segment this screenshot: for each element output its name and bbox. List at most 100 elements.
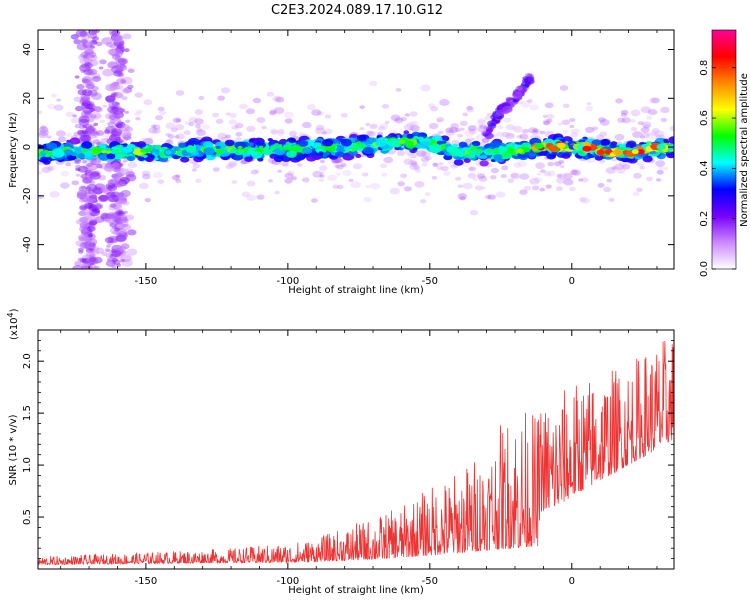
spectrogram-cell — [537, 143, 544, 149]
spectrogram-cell — [92, 36, 99, 41]
spectrogram-cell — [436, 117, 445, 123]
spectrogram-cell — [70, 34, 79, 40]
spectrogram-cell — [432, 162, 439, 167]
spectrogram-cell — [112, 33, 118, 38]
spectrogram-cell — [227, 160, 238, 168]
spectrogram-cell — [459, 196, 466, 201]
spectrogram-cell — [225, 112, 231, 116]
spectrogram-cell — [317, 111, 324, 116]
spectrogram-cell — [104, 248, 111, 252]
spectrogram-cell — [439, 99, 450, 106]
spectrogram-cell — [578, 178, 584, 182]
spectrogram-cell — [466, 107, 475, 113]
spectrogram-cell — [269, 109, 277, 115]
spectrogram-cell — [596, 149, 605, 156]
spectrogram-cell — [79, 244, 86, 249]
spectrogram-cell — [111, 250, 122, 258]
spectrogram-cell — [155, 115, 163, 121]
spectrogram-cell — [522, 147, 531, 153]
spectrogram-cell — [47, 103, 56, 110]
spectrogram-cell — [78, 247, 84, 252]
spectrogram-cell — [410, 120, 419, 127]
spectrogram-cell — [92, 75, 102, 82]
spectrogram-cell — [112, 149, 120, 155]
spectrogram-cell — [467, 172, 477, 179]
spectrogram-cell — [660, 117, 667, 123]
spectrogram-cell — [231, 180, 238, 184]
colorbar-tick-label: 0.4 — [699, 160, 710, 176]
spectrogram-cell — [284, 178, 293, 184]
spectrogram-cell — [510, 152, 516, 156]
spectrogram-cell — [609, 143, 617, 149]
spectrogram-cell — [457, 133, 463, 138]
spectrogram-cell — [450, 148, 462, 157]
spectrogram-cell — [261, 125, 267, 130]
spectrogram-cell — [246, 125, 256, 132]
spectrogram-cell — [540, 130, 546, 135]
spectrogram-cell — [445, 127, 454, 133]
spectrogram-cell — [117, 193, 128, 201]
spectrogram-cell — [479, 160, 489, 167]
spectrogram-cell — [668, 136, 674, 144]
spectrogram-cell — [493, 154, 503, 160]
spectrogram-cell — [231, 125, 239, 130]
spectrogram-cell — [86, 225, 96, 232]
snr-panel: -150 -100 -50 0 0.5 1.0 1.5 2.0 Height of strai… — [6, 308, 675, 596]
spectrogram-cell — [485, 195, 492, 200]
spectrogram-cell — [148, 127, 158, 134]
spectrogram-cell — [151, 124, 157, 129]
spectrogram-cell — [640, 106, 651, 114]
spectrogram-cell — [56, 130, 66, 137]
spectrogram-cell — [73, 39, 82, 45]
spectrogram-cell — [257, 157, 264, 162]
spectrogram-cell — [507, 178, 515, 184]
spectrogram-cell — [606, 178, 613, 183]
spectrogram-cell — [536, 172, 542, 176]
spectrogram-cell — [139, 182, 149, 190]
spectrogram-cell — [174, 135, 180, 139]
spectrogram-cell — [350, 143, 359, 149]
spectrogram-cell — [139, 137, 147, 142]
spectrogram-cell — [516, 148, 524, 154]
spectrogram-cell — [410, 162, 418, 167]
spectrogram-cell — [124, 110, 130, 114]
spectrogram-cell — [457, 184, 464, 188]
spectrogram-cell — [109, 203, 117, 208]
spectrogram-cell — [77, 89, 87, 96]
spectrogram-cell — [621, 117, 631, 124]
spectrogram-cell — [319, 174, 325, 178]
spectrogram-cell — [649, 97, 659, 104]
spectrogram-cell — [585, 126, 595, 133]
spectrogram-cell — [119, 216, 128, 223]
spectrogram-cell — [350, 181, 361, 189]
spectrogram-cell — [71, 180, 80, 186]
spectrogram-cell — [246, 194, 257, 202]
spectrogram-cell — [335, 151, 345, 158]
spectrogram-cell — [404, 113, 410, 117]
spectrogram-cell — [636, 161, 645, 167]
spectrogram-cell — [397, 181, 406, 187]
spectrogram-cell — [116, 118, 122, 123]
spectrogram-cell — [113, 196, 120, 200]
snr-y-tick-label: 1.5 — [22, 405, 33, 421]
spectrogram-cell — [217, 95, 225, 101]
spectrogram-cell — [640, 127, 650, 133]
spectrogram-cell — [563, 130, 569, 134]
spectrogram-cell — [546, 170, 556, 177]
spectrogram-cell — [123, 48, 130, 52]
spectrogram-cell — [625, 142, 636, 149]
spectrogram-cell — [495, 191, 506, 198]
spectrogram-cell — [570, 132, 579, 138]
spectrogram-cell — [637, 121, 644, 126]
spectrogram-cell — [318, 151, 324, 155]
spectrogram-cell — [365, 130, 374, 136]
spectrogram-cell — [497, 125, 504, 130]
spectrogram-cell — [108, 114, 118, 120]
spectrogram-cell — [375, 139, 387, 147]
spectrogram-cell — [116, 263, 121, 267]
spectrogram-cell — [85, 126, 97, 135]
spectrogram-cell — [46, 164, 57, 172]
spectrogram-cell — [44, 153, 51, 158]
spectrogram-cell — [114, 227, 120, 232]
spectrogram-cell — [165, 132, 172, 137]
